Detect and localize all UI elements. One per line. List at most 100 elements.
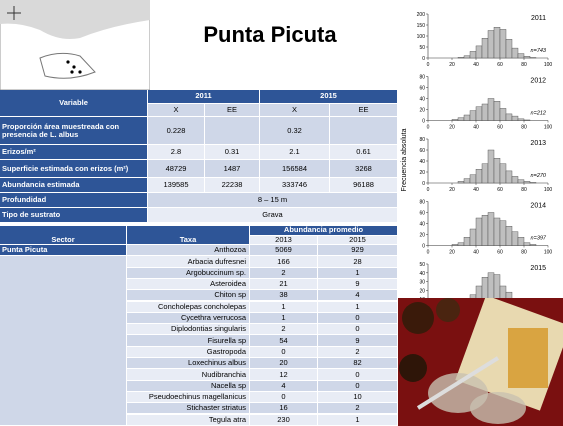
y-tick-label: 20 (419, 233, 425, 239)
bar (493, 217, 501, 246)
bar (463, 55, 471, 59)
x-tick-label: 20 (449, 125, 455, 131)
table-cell: 5069 (250, 245, 318, 257)
bar (475, 169, 483, 184)
taxa-cell: Asteroidea (127, 278, 250, 291)
table-cell: 9 (318, 278, 398, 291)
bar (511, 176, 519, 184)
row-label: Erizos/m² (0, 145, 148, 160)
x-tick-label: 40 (473, 62, 479, 68)
y-axis-label: Frecuencia absoluta (401, 128, 408, 191)
bar (493, 101, 501, 121)
x-tick-label: 80 (521, 250, 527, 256)
table-cell: Grava (148, 208, 398, 223)
taxa-cell: Argobuccinum sp. (127, 267, 250, 279)
y-tick-label: 0 (422, 56, 425, 62)
table-cell: 4 (318, 290, 398, 302)
bar (481, 163, 489, 184)
header-cell: 2011 (148, 90, 260, 104)
table-cell: 0 (318, 369, 398, 381)
bar (487, 272, 495, 300)
y-tick-label: 20 (419, 170, 425, 176)
taxa-cell: Concholepas concholepas (127, 301, 250, 313)
x-tick-label: 100 (544, 250, 553, 256)
bar (517, 118, 525, 121)
n-label: n=212 (531, 111, 546, 117)
row-label: Superficie estimada con erizos (m²) (0, 160, 148, 178)
table-cell: 0 (318, 324, 398, 336)
table-cell: 0.61 (330, 145, 398, 160)
y-tick-label: 20 (419, 288, 425, 294)
table-cell: 2.1 (260, 145, 330, 160)
photo (398, 298, 563, 426)
x-tick-label: 20 (449, 250, 455, 256)
bar (451, 119, 459, 121)
header-cell: Abundancia promedio (250, 226, 398, 236)
bar (499, 108, 507, 121)
bar (511, 231, 519, 246)
table-cell: 0 (318, 312, 398, 325)
bar (493, 158, 501, 184)
row-label: Proporción área muestreada con presencia… (0, 117, 148, 145)
table-cell: 82 (318, 358, 398, 370)
x-tick-label: 0 (427, 62, 430, 68)
bar (523, 242, 531, 246)
y-tick-label: 0 (422, 244, 425, 250)
bar (499, 29, 507, 59)
table-cell: 0 (318, 380, 398, 392)
x-tick-label: 100 (544, 187, 553, 193)
table-cell: 0.228 (148, 117, 205, 145)
bar (469, 294, 477, 300)
bar (469, 51, 477, 59)
table-cell: 2 (318, 403, 398, 415)
subheader-cell: X (148, 103, 205, 117)
table-cell: 156584 (260, 160, 330, 178)
table-cell: 929 (318, 245, 398, 257)
y-tick-label: 150 (417, 23, 426, 29)
bar (529, 182, 537, 184)
x-tick-label: 20 (449, 187, 455, 193)
table-cell: 48729 (148, 160, 205, 178)
bar (457, 181, 465, 184)
x-tick-label: 80 (521, 187, 527, 193)
bar (481, 277, 489, 300)
bar (487, 98, 495, 121)
bar (529, 244, 537, 246)
bar (469, 174, 477, 184)
taxa-cell: Nacella sp (127, 380, 250, 392)
bar (463, 237, 471, 246)
y-tick-label: 200 (417, 12, 426, 18)
x-tick-label: 40 (473, 187, 479, 193)
taxa-cell: Gastropoda (127, 346, 250, 358)
taxa-cell: Stichaster striatus (127, 403, 250, 415)
y-tick-label: 0 (422, 119, 425, 125)
table-cell: 1487 (205, 160, 260, 178)
taxa-cell: Pseudoechinus magellanicus (127, 391, 250, 404)
bar (487, 30, 495, 59)
table-cell: 12 (250, 369, 318, 381)
bar (457, 117, 465, 121)
taxa-cell: Loxechinus albus (127, 358, 250, 370)
bar (523, 181, 531, 184)
table-cell: 54 (250, 335, 318, 347)
bar (493, 274, 501, 300)
year-label: 2011 (531, 15, 546, 22)
year-cell: 2015 (318, 235, 398, 245)
row-label: Abundancia estimada (0, 178, 148, 193)
map (0, 0, 150, 90)
y-tick-label: 60 (419, 148, 425, 154)
table-cell: 2.8 (148, 145, 205, 160)
y-tick-label: 30 (419, 280, 425, 286)
subheader-cell: X (260, 103, 330, 117)
bar (475, 45, 483, 59)
bar (517, 179, 525, 184)
bar (481, 103, 489, 121)
y-tick-label: 100 (417, 34, 426, 40)
bar (523, 56, 531, 59)
table-cell: 1 (318, 414, 398, 426)
x-tick-label: 0 (427, 250, 430, 256)
bar (463, 178, 471, 184)
bar (499, 220, 507, 246)
table-cell: 10 (318, 391, 398, 404)
table-cell: 3268 (330, 160, 398, 178)
